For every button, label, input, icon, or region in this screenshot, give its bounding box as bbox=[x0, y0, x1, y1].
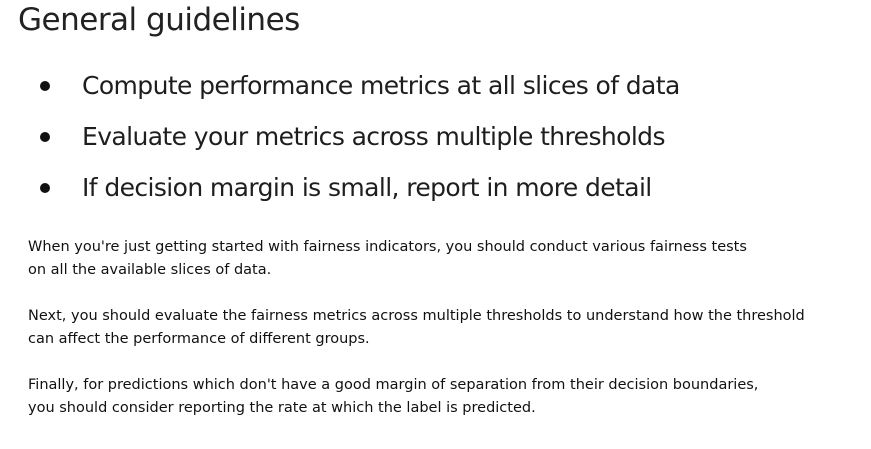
guideline-text: Evaluate your metrics across multiple th… bbox=[82, 122, 665, 151]
guideline-list: Compute performance metrics at all slice… bbox=[40, 60, 680, 213]
guideline-text: Compute performance metrics at all slice… bbox=[82, 71, 680, 100]
bullet-icon bbox=[40, 131, 50, 142]
bullet-icon bbox=[40, 182, 50, 193]
bullet-icon bbox=[40, 80, 50, 91]
note-line: can affect the performance of different … bbox=[28, 331, 370, 347]
guideline-text: If decision margin is small, report in m… bbox=[82, 173, 652, 202]
note-paragraph: Finally, for predictions which don't hav… bbox=[28, 374, 863, 420]
slide-title: General guidelines bbox=[18, 2, 300, 38]
note-line: When you're just getting started with fa… bbox=[28, 239, 747, 255]
note-line: you should consider reporting the rate a… bbox=[28, 400, 536, 416]
guideline-item: Evaluate your metrics across multiple th… bbox=[40, 111, 680, 162]
guideline-item: If decision margin is small, report in m… bbox=[40, 162, 680, 213]
note-line: Next, you should evaluate the fairness m… bbox=[28, 308, 805, 324]
note-paragraph: When you're just getting started with fa… bbox=[28, 236, 863, 282]
speaker-notes: When you're just getting started with fa… bbox=[28, 236, 863, 443]
note-line: Finally, for predictions which don't hav… bbox=[28, 377, 759, 393]
note-line: on all the available slices of data. bbox=[28, 262, 272, 278]
guideline-item: Compute performance metrics at all slice… bbox=[40, 60, 680, 111]
note-paragraph: Next, you should evaluate the fairness m… bbox=[28, 305, 863, 351]
